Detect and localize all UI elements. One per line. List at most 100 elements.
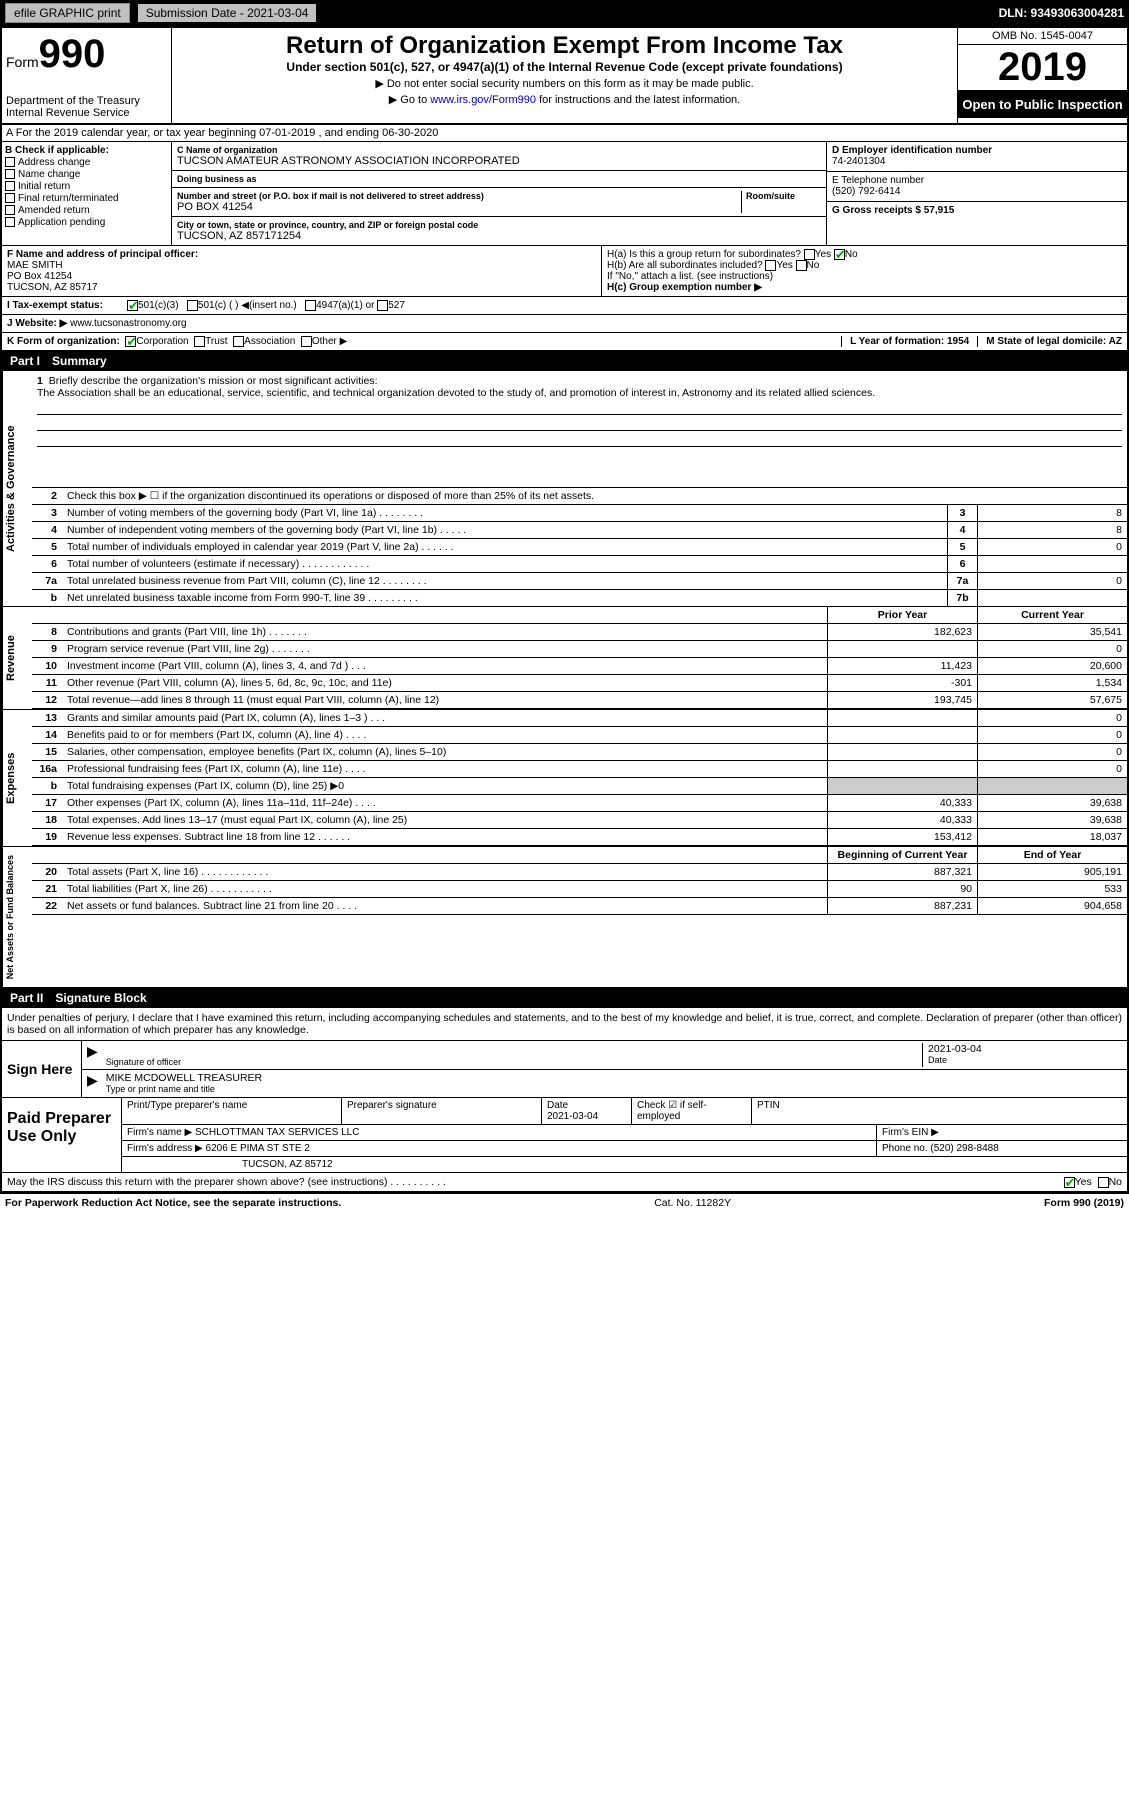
officer-addr2: TUCSON, AZ 85717: [7, 282, 596, 293]
mission-text: The Association shall be an educational,…: [37, 387, 1122, 399]
prep-name-label: Print/Type preparer's name: [122, 1098, 342, 1124]
begin-year-hdr: Beginning of Current Year: [827, 847, 977, 863]
officer-printed-name: MIKE MCDOWELL TREASURER: [106, 1072, 262, 1084]
form-header: Form990 Department of the Treasury Inter…: [2, 28, 1127, 125]
chk-trust[interactable]: [194, 336, 205, 347]
page-footer: For Paperwork Reduction Act Notice, see …: [0, 1194, 1129, 1212]
firm-addr1: 6206 E PIMA ST STE 2: [206, 1143, 310, 1154]
section-h: H(a) Is this a group return for subordin…: [602, 246, 1127, 296]
ein-value: 74-2401304: [832, 156, 1122, 167]
chk-amended-return[interactable]: Amended return: [5, 205, 168, 216]
irs-link[interactable]: www.irs.gov/Form990: [430, 94, 536, 106]
ha-label: H(a) Is this a group return for subordin…: [607, 249, 801, 260]
expenses-tab: Expenses: [2, 710, 32, 846]
chk-final-return[interactable]: Final return/terminated: [5, 193, 168, 204]
financial-row: 9Program service revenue (Part VIII, lin…: [32, 641, 1127, 658]
org-name-label: C Name of organization: [177, 145, 821, 155]
chk-corporation[interactable]: [125, 336, 136, 347]
chk-initial-return[interactable]: Initial return: [5, 181, 168, 192]
prior-year-hdr: Prior Year: [827, 607, 977, 623]
submission-date: Submission Date - 2021-03-04: [138, 4, 317, 22]
section-bcd: B Check if applicable: Address change Na…: [2, 142, 1127, 246]
room-label: Room/suite: [746, 191, 821, 201]
part2-header: Part II Signature Block: [2, 988, 1127, 1008]
cat-number: Cat. No. 11282Y: [654, 1197, 731, 1209]
dln: DLN: 93493063004281: [999, 6, 1124, 20]
discuss-no[interactable]: [1098, 1177, 1109, 1188]
paperwork-notice: For Paperwork Reduction Act Notice, see …: [5, 1197, 341, 1209]
revenue-tab: Revenue: [2, 607, 32, 709]
header-right: OMB No. 1545-0047 2019 Open to Public In…: [957, 28, 1127, 123]
hb-label: H(b) Are all subordinates included?: [607, 260, 763, 271]
financial-row: 8Contributions and grants (Part VIII, li…: [32, 624, 1127, 641]
sig-officer-label: Signature of officer: [106, 1057, 922, 1067]
section-b: B Check if applicable: Address change Na…: [2, 142, 172, 245]
financial-row: 15Salaries, other compensation, employee…: [32, 744, 1127, 761]
org-name: TUCSON AMATEUR ASTRONOMY ASSOCIATION INC…: [177, 155, 821, 167]
row-a-tax-year: A For the 2019 calendar year, or tax yea…: [2, 125, 1127, 142]
financial-row: 18Total expenses. Add lines 13–17 (must …: [32, 812, 1127, 829]
firm-phone: Phone no. (520) 298-8488: [877, 1141, 1127, 1156]
form-990: Form990 Department of the Treasury Inter…: [0, 26, 1129, 1194]
chk-address-change[interactable]: Address change: [5, 157, 168, 168]
firm-ein-label: Firm's EIN ▶: [877, 1125, 1127, 1140]
financial-row: 17Other expenses (Part IX, column (A), l…: [32, 795, 1127, 812]
top-bar: efile GRAPHIC print Submission Date - 20…: [0, 0, 1129, 26]
chk-other[interactable]: [301, 336, 312, 347]
state-domicile: M State of legal domicile: AZ: [977, 336, 1122, 347]
tax-year: 2019: [958, 45, 1127, 91]
year-formation: L Year of formation: 1954: [841, 336, 977, 347]
form-number: 990: [39, 32, 106, 76]
end-year-hdr: End of Year: [977, 847, 1127, 863]
mission-box: 1 Briefly describe the organization's mi…: [32, 371, 1127, 488]
discuss-row: May the IRS discuss this return with the…: [2, 1173, 1127, 1192]
chk-application-pending[interactable]: Application pending: [5, 217, 168, 228]
city-value: TUCSON, AZ 857171254: [177, 230, 821, 242]
chk-527[interactable]: [377, 300, 388, 311]
signature-block: Under penalties of perjury, I declare th…: [2, 1008, 1127, 1192]
financial-row: 13Grants and similar amounts paid (Part …: [32, 710, 1127, 727]
chk-501c3[interactable]: [127, 300, 138, 311]
governance-tab: Activities & Governance: [2, 371, 32, 606]
open-public: Open to Public Inspection: [958, 91, 1127, 118]
financial-row: 11Other revenue (Part VIII, column (A), …: [32, 675, 1127, 692]
addr-value: PO BOX 41254: [177, 201, 741, 213]
chk-name-change[interactable]: Name change: [5, 169, 168, 180]
sign-here-label: Sign Here: [2, 1041, 82, 1097]
chk-501c[interactable]: [187, 300, 198, 311]
header-left: Form990 Department of the Treasury Inter…: [2, 28, 172, 123]
declaration-text: Under penalties of perjury, I declare th…: [2, 1008, 1127, 1040]
revenue-section: Revenue Prior YearCurrent Year 8Contribu…: [2, 607, 1127, 710]
form-note2: ▶ Go to www.irs.gov/Form990 for instruct…: [176, 93, 953, 106]
firm-name: SCHLOTTMAN TAX SERVICES LLC: [195, 1127, 360, 1138]
officer-addr1: PO Box 41254: [7, 271, 596, 282]
row-klm: K Form of organization: Corporation Trus…: [2, 333, 1127, 351]
department: Department of the Treasury Internal Reve…: [6, 95, 167, 119]
section-b-label: B Check if applicable:: [5, 145, 168, 156]
summary-row: 4Number of independent voting members of…: [32, 522, 1127, 539]
discuss-yes[interactable]: [1064, 1177, 1075, 1188]
part1-header: Part I Summary: [2, 351, 1127, 371]
form-ref: Form 990 (2019): [1044, 1197, 1124, 1209]
chk-4947[interactable]: [305, 300, 316, 311]
efile-button[interactable]: efile GRAPHIC print: [5, 3, 130, 23]
financial-row: 20Total assets (Part X, line 16) . . . .…: [32, 864, 1127, 881]
financial-row: bTotal fundraising expenses (Part IX, co…: [32, 778, 1127, 795]
form-subtitle: Under section 501(c), 527, or 4947(a)(1)…: [176, 60, 953, 74]
row-i-tax-status: I Tax-exempt status: 501(c)(3) 501(c) ( …: [2, 297, 1127, 315]
financial-row: 14Benefits paid to or for members (Part …: [32, 727, 1127, 744]
financial-row: 10Investment income (Part VIII, column (…: [32, 658, 1127, 675]
firm-addr2: TUCSON, AZ 85712: [122, 1157, 1127, 1172]
prep-sig-label: Preparer's signature: [342, 1098, 542, 1124]
city-label: City or town, state or province, country…: [177, 220, 821, 230]
website-value: www.tucsonastronomy.org: [70, 318, 187, 329]
financial-row: 22Net assets or fund balances. Subtract …: [32, 898, 1127, 915]
sig-date: 2021-03-04: [928, 1043, 1122, 1055]
summary-row: bNet unrelated business taxable income f…: [32, 590, 1127, 606]
officer-name: MAE SMITH: [7, 260, 596, 271]
phone-label: E Telephone number: [832, 175, 1122, 186]
summary-row: 5Total number of individuals employed in…: [32, 539, 1127, 556]
ptin-label: PTIN: [752, 1098, 1127, 1124]
section-d: D Employer identification number 74-2401…: [827, 142, 1127, 245]
chk-association[interactable]: [233, 336, 244, 347]
